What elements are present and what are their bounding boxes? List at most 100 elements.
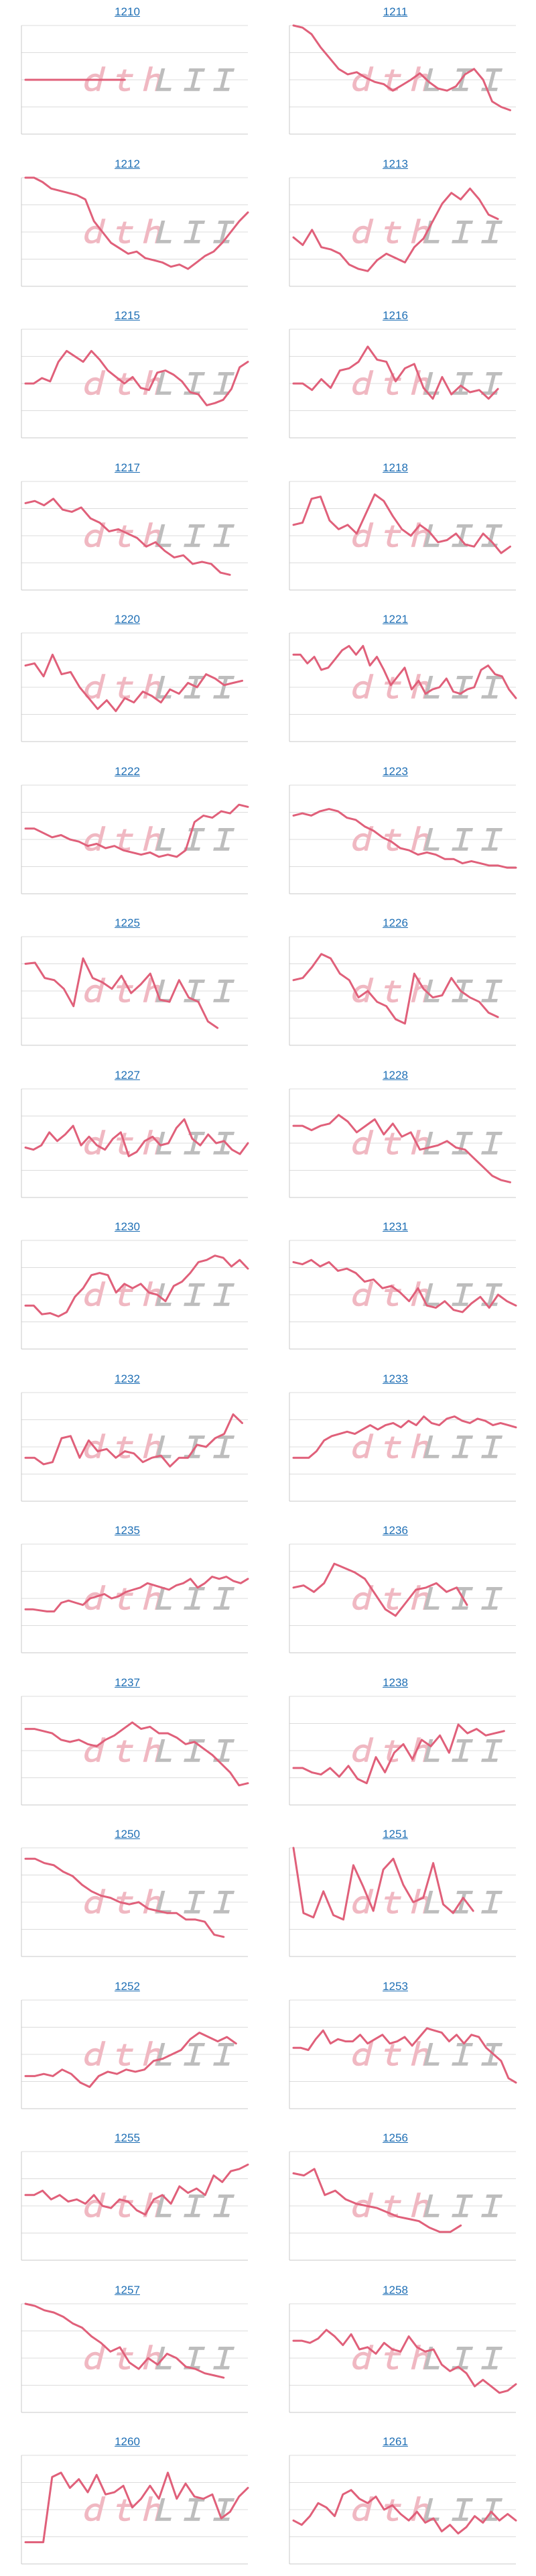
chart-title-link[interactable]: 1255 xyxy=(115,2131,140,2144)
chart-title-link[interactable]: 1253 xyxy=(383,1979,408,1993)
chart-title-link[interactable]: 1252 xyxy=(115,1979,140,1993)
chart-title-link[interactable]: 1218 xyxy=(383,461,408,474)
chart-title-link[interactable]: 1227 xyxy=(115,1068,140,1081)
watermark-right-text: ＬＩＩ xyxy=(415,1279,504,1313)
watermark-left-text: ｄｔｈ xyxy=(345,64,433,98)
watermark-right-text: ＬＩＩ xyxy=(147,671,236,705)
series-line xyxy=(24,957,219,1029)
chart-title-link[interactable]: 1238 xyxy=(383,1676,408,1689)
chart-title-link[interactable]: 1220 xyxy=(115,613,140,626)
series-line xyxy=(24,2471,249,2544)
chart-title-link[interactable]: 1232 xyxy=(115,1372,140,1385)
chart-title-link[interactable]: 1212 xyxy=(115,157,140,170)
chart-1221: 1221 ｄｔｈ ＬＩＩ xyxy=(281,613,517,754)
series-line xyxy=(24,497,231,576)
chart-1253: 1253 ｄｔｈ ＬＩＩ xyxy=(281,1979,517,2121)
chart-title-link[interactable]: 1225 xyxy=(115,917,140,929)
series-line xyxy=(24,1720,249,1786)
chart-1216: 1216 ｄｔｈ ＬＩＩ xyxy=(281,309,516,450)
series-line xyxy=(24,653,243,713)
chart-1230: 1230 ｄｔｈ ＬＩＩ xyxy=(13,1220,249,1361)
chart-title-link[interactable]: 1260 xyxy=(115,2435,140,2448)
chart-1222: 1222 ｄｔｈ ＬＩＩ xyxy=(13,764,249,906)
chart-1213: 1213 ｄｔｈ ＬＩＩ xyxy=(281,157,516,298)
chart-title-link[interactable]: 1235 xyxy=(115,1524,140,1537)
series-line xyxy=(292,644,517,699)
chart-title-link[interactable]: 1250 xyxy=(115,1828,140,1840)
chart-1250: 1250 ｄｔｈ ＬＩＩ xyxy=(13,1828,248,1969)
watermark-right-text: ＬＩＩ xyxy=(415,2342,504,2376)
chart-1220: 1220 ｄｔｈ ＬＩＩ xyxy=(13,613,248,754)
chart-title-link[interactable]: 1261 xyxy=(383,2435,408,2448)
chart-title-link[interactable]: 1223 xyxy=(383,764,408,778)
watermark-right-text: ＬＩＩ xyxy=(415,823,504,858)
chart-1227: 1227 ｄｔｈ ＬＩＩ xyxy=(13,1068,249,1210)
watermark-left-text: ｄｔｈ xyxy=(345,671,433,705)
watermark-right-text: ＬＩＩ xyxy=(147,64,236,98)
watermark-right-text: ＬＩＩ xyxy=(147,1886,236,1920)
series-line xyxy=(24,1576,249,1613)
series-line xyxy=(292,2489,517,2535)
chart-title-link[interactable]: 1237 xyxy=(115,1676,140,1689)
chart-title-link[interactable]: 1233 xyxy=(383,1372,408,1385)
series-line xyxy=(292,2328,517,2394)
chart-1235: 1235 ｄｔｈ ＬＩＩ xyxy=(13,1524,249,1665)
watermark-right-text: ＬＩＩ xyxy=(415,2190,504,2224)
watermark-left-text: ｄｔｈ xyxy=(77,1582,165,1617)
chart-title-link[interactable]: 1228 xyxy=(383,1068,408,1081)
chart-title-link[interactable]: 1217 xyxy=(115,461,140,474)
chart-title-link[interactable]: 1256 xyxy=(383,2131,408,2144)
chart-1215: 1215 ｄｔｈ ＬＩＩ xyxy=(13,309,249,450)
chart-title-link[interactable]: 1216 xyxy=(383,309,408,322)
chart-title-link[interactable]: 1211 xyxy=(383,5,408,18)
series-line xyxy=(292,1723,505,1784)
watermark-left-text: ｄｔｈ xyxy=(345,1279,433,1313)
watermark-left-text: ｄｔｈ xyxy=(77,216,165,250)
chart-title-link[interactable]: 1213 xyxy=(383,157,408,170)
chart-title-link[interactable]: 1231 xyxy=(383,1220,408,1233)
series-line xyxy=(24,1413,243,1468)
watermark-left-text: ｄｔｈ xyxy=(345,2190,433,2224)
watermark-left-text: ｄｔｈ xyxy=(345,1127,433,1161)
chart-title-link[interactable]: 1221 xyxy=(383,613,408,626)
series-line xyxy=(24,1254,249,1318)
chart-1218: 1218 ｄｔｈ ＬＩＩ xyxy=(281,461,516,602)
series-line xyxy=(24,2163,249,2216)
chart-title-link[interactable]: 1226 xyxy=(383,917,408,929)
chart-title-link[interactable]: 1258 xyxy=(383,2283,408,2296)
chart-1260: 1260 ｄｔｈ ＬＩＩ xyxy=(13,2435,249,2576)
chart-title-link[interactable]: 1236 xyxy=(383,1524,408,1537)
chart-title-link[interactable]: 1222 xyxy=(115,764,140,778)
chart-title-link[interactable]: 1210 xyxy=(115,5,140,18)
watermark-right-text: ＬＩＩ xyxy=(415,1127,504,1161)
chart-title-link[interactable]: 1257 xyxy=(115,2283,140,2296)
chart-title-link[interactable]: 1215 xyxy=(115,309,140,322)
chart-1257: 1257 ｄｔｈ ＬＩＩ xyxy=(13,2283,248,2424)
chart-title-link[interactable]: 1230 xyxy=(115,1220,140,1233)
series-line xyxy=(24,1118,249,1157)
series-line xyxy=(292,345,499,400)
chart-title-link[interactable]: 1251 xyxy=(383,1828,408,1840)
